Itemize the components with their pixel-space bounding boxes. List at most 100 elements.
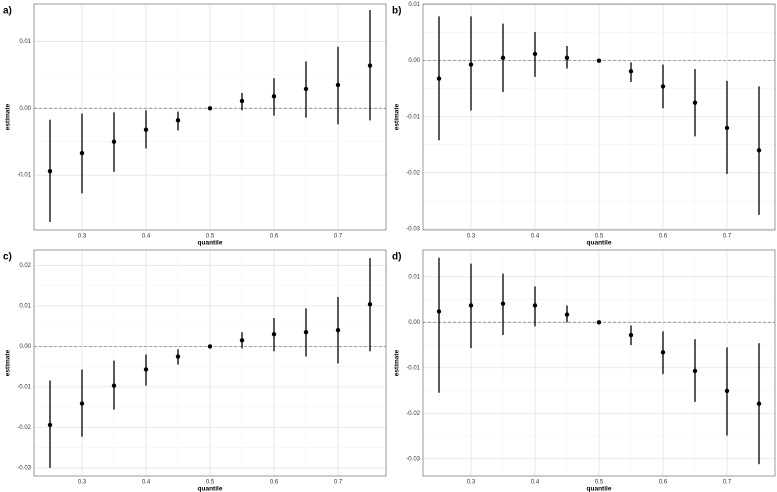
panel: -0.03 -0.02 -0.01 0.00 0.01 0.02 0.3 0.4 0.5 0.6 0… <box>3 249 387 492</box>
point <box>692 368 698 374</box>
point <box>756 148 762 153</box>
x-axis-label: quantile <box>587 240 612 247</box>
x-tick-label: 0.6 <box>270 234 279 240</box>
panel: -0.01 0.00 0.01 0.3 0.4 0.5 0.6 0.7 quantile esti… <box>3 3 387 247</box>
y-axis-label: estimate <box>394 103 401 130</box>
x-tick-label: 0.4 <box>142 234 151 240</box>
point <box>79 401 85 406</box>
point <box>239 98 245 104</box>
point <box>335 82 341 88</box>
x-tick-label: 0.4 <box>531 480 540 486</box>
point <box>532 51 538 57</box>
point <box>500 55 506 61</box>
point <box>303 86 309 92</box>
point <box>143 127 149 132</box>
point <box>436 309 442 314</box>
x-tick-label: 0.5 <box>595 234 604 240</box>
point <box>692 100 698 105</box>
point <box>47 422 53 428</box>
point <box>271 94 277 99</box>
x-tick-label: 0.6 <box>659 234 668 240</box>
panel-label: a) <box>3 6 12 17</box>
point <box>175 118 181 123</box>
plot-border <box>422 3 776 231</box>
y-tick-label: -0.02 <box>17 425 31 431</box>
y-axis-label: estimate <box>394 349 401 376</box>
x-tick-label: 0.4 <box>531 234 540 240</box>
y-tick-label: 0.00 <box>408 58 420 64</box>
point <box>468 62 474 67</box>
y-tick-label: -0.01 <box>406 365 420 371</box>
point <box>335 327 341 333</box>
point <box>111 383 117 388</box>
x-tick-label: 0.3 <box>467 480 476 486</box>
y-tick-label: 0.02 <box>19 263 31 269</box>
y-tick-label: -0.02 <box>406 411 420 417</box>
point <box>175 354 181 359</box>
x-tick-label: 0.6 <box>659 480 668 486</box>
y-tick-label: -0.02 <box>406 170 420 176</box>
y-tick-label: -0.03 <box>17 465 31 471</box>
x-axis-label: quantile <box>587 486 612 492</box>
point <box>628 332 634 338</box>
x-axis-label: quantile <box>198 486 223 492</box>
panel-label: c) <box>3 252 12 263</box>
panel-label: b) <box>392 6 401 17</box>
point <box>724 125 730 131</box>
point <box>47 168 53 174</box>
y-axis-label: estimate <box>5 349 12 376</box>
y-tick-label: -0.03 <box>406 226 420 232</box>
point <box>500 301 506 306</box>
x-tick-label: 0.3 <box>467 234 476 240</box>
point <box>596 58 602 63</box>
point <box>367 63 373 68</box>
y-tick-label: 0.01 <box>408 2 420 8</box>
y-tick-label: -0.01 <box>406 114 420 120</box>
y-axis-label: estimate <box>5 103 12 130</box>
point <box>564 55 570 61</box>
point <box>303 330 309 335</box>
point <box>207 344 213 349</box>
y-tick-label: 0.00 <box>19 106 31 112</box>
point <box>660 350 666 355</box>
x-tick-label: 0.7 <box>723 480 732 486</box>
point <box>724 388 730 394</box>
x-tick-label: 0.4 <box>142 480 151 486</box>
x-tick-label: 0.3 <box>78 480 87 486</box>
y-tick-label: 0.01 <box>19 303 31 309</box>
plot-border <box>33 3 387 231</box>
x-tick-label: 0.5 <box>595 480 604 486</box>
x-tick-label: 0.7 <box>334 480 343 486</box>
x-axis-label: quantile <box>198 240 223 247</box>
x-tick-label: 0.7 <box>334 234 343 240</box>
y-tick-label: -0.01 <box>17 384 31 390</box>
y-tick-label: 0.01 <box>19 39 31 45</box>
point <box>532 303 538 308</box>
x-tick-label: 0.5 <box>206 480 215 486</box>
panel: -0.03 -0.02 -0.01 0.00 0.01 0.3 0.4 0.5 0.6 0.7 qu… <box>392 2 776 247</box>
x-tick-label: 0.6 <box>270 480 279 486</box>
point <box>239 338 245 343</box>
panel-label: d) <box>392 252 401 263</box>
point <box>143 367 149 372</box>
plot-border <box>33 249 387 477</box>
point <box>756 401 762 406</box>
point <box>628 69 634 74</box>
y-tick-label: -0.03 <box>406 456 420 462</box>
plot-border <box>422 249 776 477</box>
point <box>207 106 213 111</box>
point <box>436 76 442 81</box>
point <box>564 312 570 317</box>
point <box>660 84 666 89</box>
x-tick-label: 0.5 <box>206 234 215 240</box>
y-tick-label: -0.01 <box>17 173 31 179</box>
x-tick-label: 0.7 <box>723 234 732 240</box>
point <box>79 150 85 156</box>
x-tick-label: 0.3 <box>78 234 87 240</box>
point <box>111 139 117 144</box>
y-tick-label: 0.00 <box>19 344 31 350</box>
panel: -0.03 -0.02 -0.01 0.00 0.01 0.3 0.4 0.5 0.6 0.7 qu… <box>392 249 776 492</box>
point <box>596 320 602 325</box>
y-tick-label: 0.00 <box>408 320 420 326</box>
